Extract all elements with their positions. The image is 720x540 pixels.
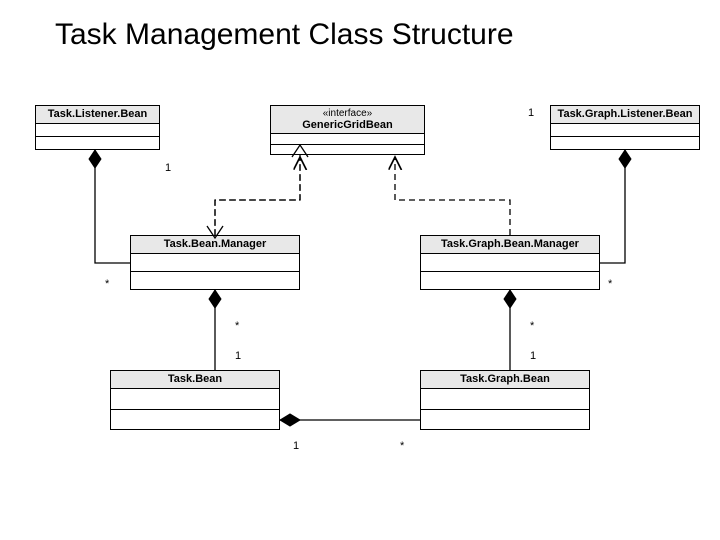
operations-compartment	[551, 137, 699, 149]
class-name-label: Task.Bean	[111, 371, 279, 389]
stereotype-label: «interface»	[271, 106, 424, 119]
attributes-compartment	[271, 134, 424, 145]
attributes-compartment	[551, 124, 699, 137]
class-tbm: Task.Bean.Manager	[130, 235, 300, 290]
attributes-compartment	[421, 389, 589, 409]
class-name-label: GenericGridBean	[271, 119, 424, 134]
diagram-title: Task Management Class Structure	[55, 18, 514, 52]
multiplicity-label: *	[400, 440, 404, 452]
diamond-tglb	[619, 150, 631, 168]
class-tgbm: Task.Graph.Bean.Manager	[420, 235, 600, 290]
multiplicity-label: 1	[235, 350, 241, 362]
operations-compartment	[271, 145, 424, 155]
comp-tlb-tbm	[95, 150, 130, 263]
class-tgb: Task.Graph.Bean	[420, 370, 590, 430]
class-tb: Task.Bean	[110, 370, 280, 430]
multiplicity-label: 1	[165, 162, 171, 174]
diamond-tgbm	[504, 290, 516, 308]
class-tglb: Task.Graph.Listener.Bean	[550, 105, 700, 150]
class-name-label: Task.Listener.Bean	[36, 106, 159, 124]
class-name-label: Task.Bean.Manager	[131, 236, 299, 254]
diamond-tb-right	[280, 414, 300, 426]
attributes-compartment	[36, 124, 159, 137]
realize-line-right	[395, 157, 510, 235]
operations-compartment	[421, 272, 599, 289]
multiplicity-label: *	[105, 278, 109, 290]
multiplicity-label: *	[235, 320, 239, 332]
diamond-tbm	[209, 290, 221, 308]
connectors-layer	[0, 0, 720, 540]
multiplicity-label: 1	[528, 107, 534, 119]
attributes-compartment	[421, 254, 599, 272]
multiplicity-label: *	[530, 320, 534, 332]
class-ggb: «interface»GenericGridBean	[270, 105, 425, 155]
class-name-label: Task.Graph.Bean.Manager	[421, 236, 599, 254]
comp-tglb-tgbm	[600, 150, 625, 263]
operations-compartment	[131, 272, 299, 289]
class-name-label: Task.Graph.Bean	[421, 371, 589, 389]
realization-tbm-ggb	[215, 155, 300, 235]
class-name-label: Task.Graph.Listener.Bean	[551, 106, 699, 124]
multiplicity-label: *	[608, 278, 612, 290]
attributes-compartment	[131, 254, 299, 272]
class-tlb: Task.Listener.Bean	[35, 105, 160, 150]
realize-line-left	[215, 157, 300, 235]
diamond-tlb	[89, 150, 101, 168]
multiplicity-label: 1	[293, 440, 299, 452]
operations-compartment	[111, 410, 279, 429]
operations-compartment	[36, 137, 159, 149]
attributes-compartment	[111, 389, 279, 409]
operations-compartment	[421, 410, 589, 429]
multiplicity-label: 1	[530, 350, 536, 362]
